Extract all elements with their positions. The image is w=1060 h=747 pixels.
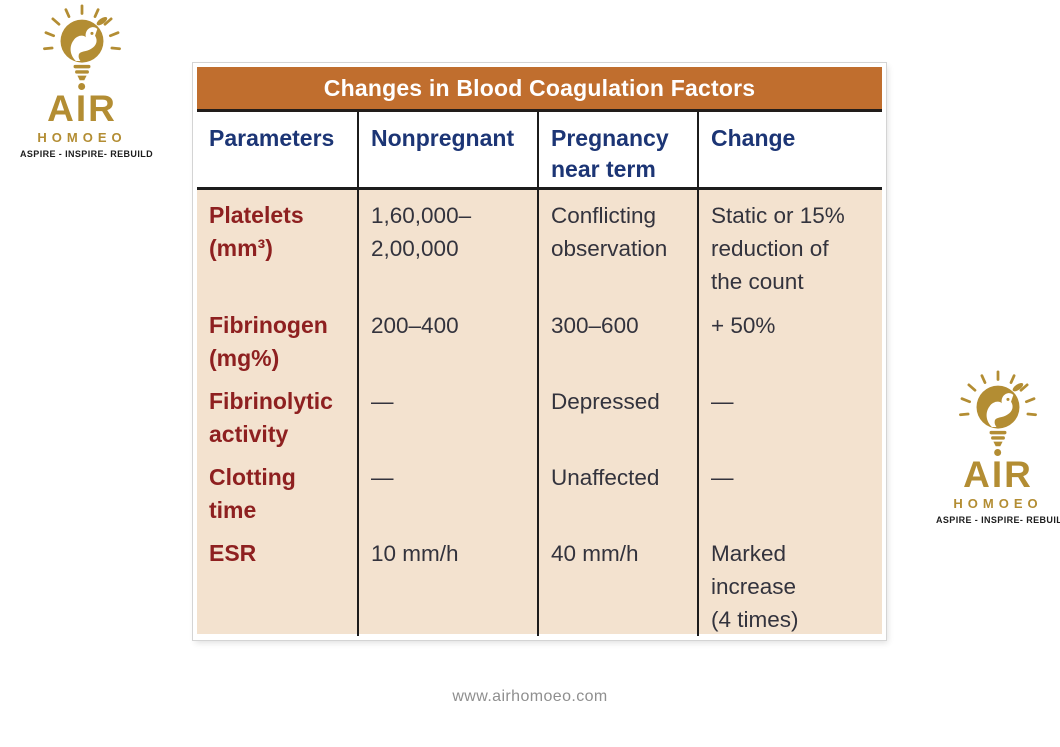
table-body: Platelets (mm³) 1,60,000– 2,00,000 Confl… bbox=[197, 190, 882, 636]
column-header-parameters: Parameters bbox=[197, 112, 359, 187]
table-header-row: Parameters Nonpregnant Pregnancy near te… bbox=[197, 112, 882, 190]
coagulation-table-card: Changes in Blood Coagulation Factors Par… bbox=[193, 63, 886, 640]
table-cell-pregnancy: Unaffected bbox=[539, 452, 699, 528]
brand-logo-right: AIR HOMOEO ASPIRE - INSPIRE- REBUILD bbox=[936, 370, 1060, 525]
table-cell-change: + 50% bbox=[711, 313, 776, 338]
brand-tagline: ASPIRE - INSPIRE- REBUILD bbox=[20, 149, 154, 159]
table-cell-change: Static or 15% reduction of the count bbox=[711, 203, 845, 294]
table-cell-parameter: ESR bbox=[197, 528, 359, 636]
table-cell-pregnancy: Conflicting observation bbox=[539, 190, 699, 300]
lightbulb-bird-icon bbox=[936, 370, 1060, 458]
table-cell-pregnancy: 300–600 bbox=[539, 300, 699, 376]
table-cell-change: — bbox=[711, 465, 734, 490]
column-header-change: Change bbox=[711, 125, 796, 151]
table-cell-nonpregnant: 10 mm/h bbox=[359, 528, 539, 636]
column-header-pregnancy-near-term: Pregnancy near term bbox=[539, 112, 699, 187]
table-cell-pregnancy: Depressed bbox=[539, 376, 699, 452]
table-cell-parameter: Fibrinolytic activity bbox=[197, 376, 359, 452]
table-cell-nonpregnant: — bbox=[359, 376, 539, 452]
table-cell-nonpregnant: 1,60,000– 2,00,000 bbox=[359, 190, 539, 300]
lightbulb-bird-icon bbox=[20, 4, 144, 92]
column-header-nonpregnant: Nonpregnant bbox=[359, 112, 539, 187]
table-cell-parameter: Platelets (mm³) bbox=[197, 190, 359, 300]
table-cell-parameter: Clotting time bbox=[197, 452, 359, 528]
table-cell-nonpregnant: — bbox=[359, 452, 539, 528]
table-title-bar: Changes in Blood Coagulation Factors bbox=[197, 67, 882, 112]
brand-i-dot bbox=[78, 83, 86, 90]
brand-name: AIR bbox=[963, 449, 1033, 493]
brand-logo-left: AIR HOMOEO ASPIRE - INSPIRE- REBUILD bbox=[20, 4, 154, 159]
website-url: www.airhomoeo.com bbox=[452, 688, 608, 705]
table-cell-pregnancy: 40 mm/h bbox=[539, 528, 699, 636]
table-cell-change: — bbox=[711, 389, 734, 414]
table-cell-parameter: Fibrinogen (mg%) bbox=[197, 300, 359, 376]
table-title: Changes in Blood Coagulation Factors bbox=[323, 74, 756, 101]
brand-i-dot bbox=[994, 449, 1002, 456]
table-cell-nonpregnant: 200–400 bbox=[359, 300, 539, 376]
brand-name: AIR bbox=[47, 83, 117, 127]
brand-subname: HOMOEO bbox=[37, 130, 127, 145]
brand-tagline: ASPIRE - INSPIRE- REBUILD bbox=[936, 515, 1060, 525]
brand-subname: HOMOEO bbox=[953, 496, 1043, 511]
table-cell-change: Marked increase (4 times) bbox=[711, 541, 799, 632]
